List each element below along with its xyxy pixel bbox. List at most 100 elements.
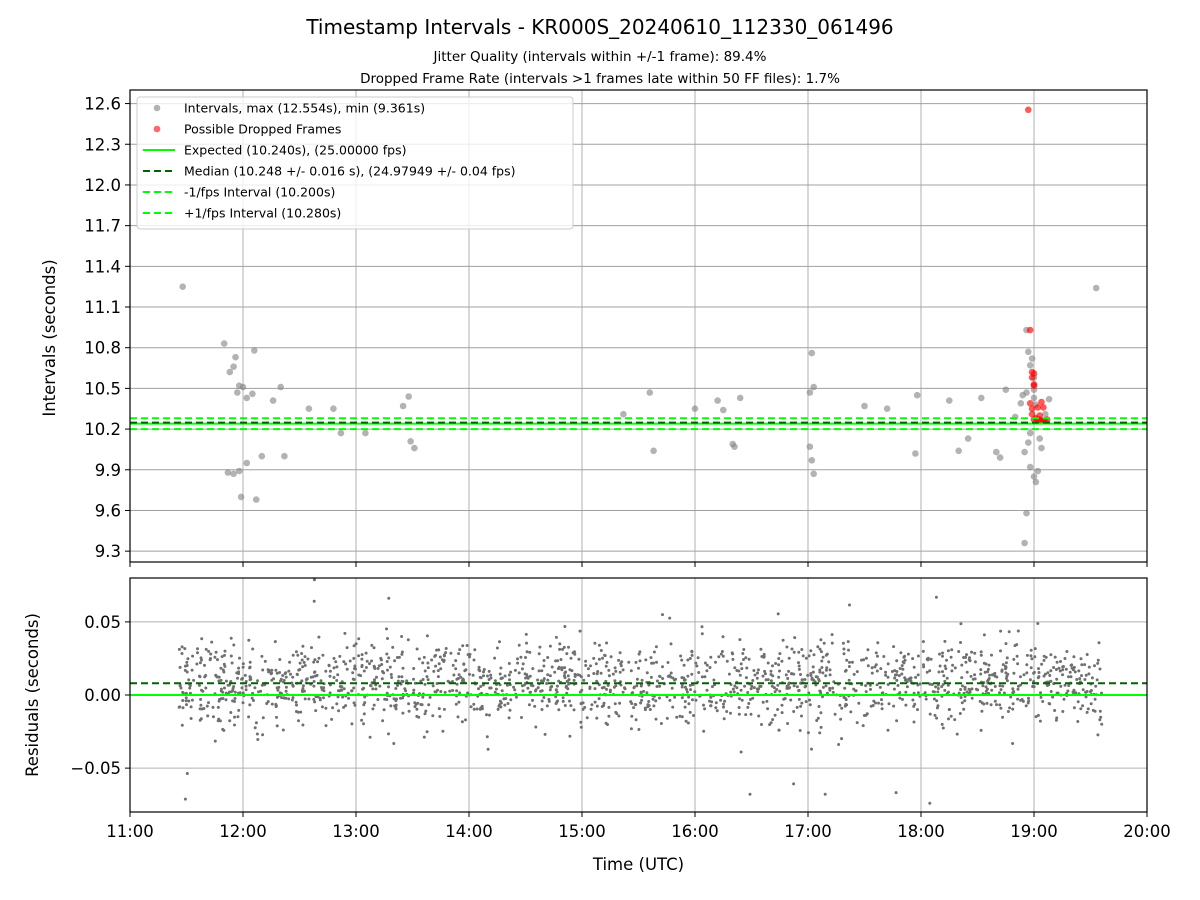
residual-point [357, 637, 361, 641]
residual-point [945, 658, 948, 662]
residual-point [181, 699, 185, 702]
residual-point [981, 684, 985, 688]
residual-point [396, 679, 400, 683]
residual-point [819, 725, 823, 729]
residual-point [353, 667, 356, 670]
residual-point [852, 672, 856, 676]
residual-point [703, 675, 707, 679]
residual-point [1091, 708, 1095, 712]
residual-point [462, 662, 466, 666]
residual-point [1095, 678, 1099, 682]
residual-point [749, 712, 753, 716]
residual-point [688, 710, 692, 714]
residual-point [425, 675, 429, 679]
residual-point [436, 688, 439, 692]
residual-point [403, 687, 407, 691]
residual-point [1039, 695, 1043, 699]
residual-point [472, 658, 476, 662]
residual-point [1096, 658, 1100, 662]
residual-point [1100, 722, 1104, 726]
residual-point [568, 699, 571, 703]
residual-point [312, 680, 316, 683]
residual-point [752, 686, 756, 690]
residual-point [884, 673, 888, 677]
residual-point [797, 689, 801, 693]
residual-point [241, 662, 245, 666]
residual-point [181, 706, 185, 710]
interval-outlier [1025, 439, 1032, 446]
residual-point [661, 665, 664, 669]
residual-point [192, 678, 196, 682]
x-tick-label: 20:00 [1123, 822, 1171, 841]
residual-point [1066, 689, 1070, 693]
residual-point [748, 792, 752, 796]
interval-outlier [235, 467, 243, 475]
residual-point [566, 674, 570, 678]
residual-point [432, 669, 436, 673]
residual-point [210, 640, 214, 644]
residual-point [916, 691, 920, 695]
residual-point [709, 695, 713, 699]
residual-point [668, 616, 672, 620]
residual-point [584, 659, 588, 663]
residual-point [746, 705, 750, 709]
residual-point [231, 689, 235, 693]
interval-outlier [1030, 473, 1038, 480]
residual-point [569, 656, 573, 660]
residual-point [852, 687, 856, 691]
residual-point [844, 668, 848, 672]
residual-point [614, 669, 618, 673]
residual-point [253, 726, 257, 730]
residual-point [649, 675, 653, 679]
residual-point [756, 690, 760, 694]
residual-point [895, 673, 899, 677]
y-tick-label: 11.4 [84, 257, 121, 276]
residual-point [312, 578, 316, 582]
residual-point [260, 654, 264, 658]
residual-point [871, 704, 875, 707]
residual-point [248, 660, 252, 664]
y-tick-label: 0.00 [84, 686, 121, 705]
residual-point [179, 686, 183, 690]
residual-point [534, 689, 537, 693]
residual-point [565, 691, 569, 695]
residual-point [540, 669, 544, 673]
residual-point [274, 668, 278, 672]
residual-point [617, 658, 621, 662]
residual-point [291, 653, 295, 657]
residual-point [1054, 668, 1058, 671]
residual-point [777, 675, 781, 679]
residual-point [207, 701, 210, 705]
residual-point [362, 712, 366, 716]
interval-outlier [1038, 444, 1045, 452]
residual-point [787, 681, 791, 685]
residual-point [372, 703, 376, 707]
residual-point [862, 658, 866, 662]
residual-point [1099, 715, 1103, 719]
residual-point [592, 656, 596, 660]
residual-point [611, 672, 615, 676]
residual-point [727, 672, 731, 676]
residual-point [722, 705, 725, 709]
residual-point [1019, 675, 1022, 679]
residual-point [270, 668, 274, 672]
interval-outlier [362, 429, 369, 437]
residual-point [986, 670, 990, 674]
residual-point [896, 684, 900, 687]
residual-point [936, 690, 940, 694]
residual-point [1052, 666, 1056, 669]
residual-point [578, 629, 582, 633]
residual-point [524, 656, 527, 659]
residual-point [435, 648, 439, 652]
residual-point [680, 715, 684, 719]
residual-point [455, 689, 459, 693]
residual-point [1098, 667, 1102, 671]
interval-outlier [1017, 400, 1025, 407]
residual-point [493, 656, 497, 660]
residual-point [847, 648, 850, 652]
residual-point [899, 651, 903, 655]
residual-point [603, 654, 607, 658]
residual-point [789, 672, 793, 676]
residual-point [634, 703, 638, 707]
residual-point [986, 667, 990, 671]
